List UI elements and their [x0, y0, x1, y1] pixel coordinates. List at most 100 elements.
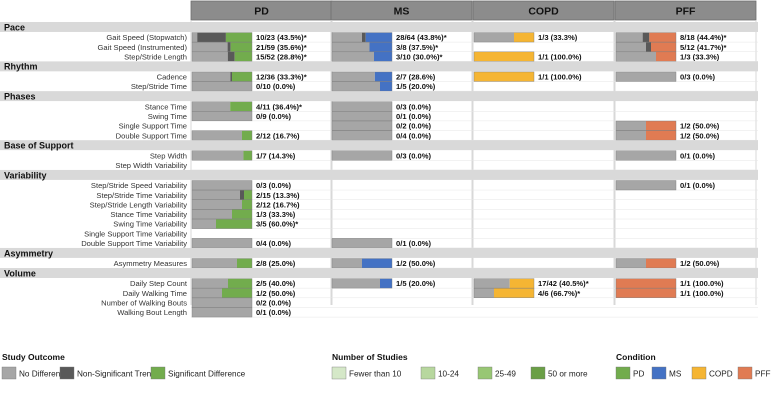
cell-value-label: 4/6 (66.7%)*	[538, 289, 580, 298]
bar-outline	[191, 111, 253, 122]
legend-condition-label: MS	[669, 370, 682, 379]
row-label: Step/Stride Time	[131, 82, 187, 91]
cell-value-label: 0/3 (0.0%)	[396, 151, 432, 160]
legend-studies-swatch	[530, 366, 546, 380]
category-label: Base of Support	[4, 141, 74, 151]
bar-significant	[225, 32, 252, 43]
row-label: Asymmetry Measures	[114, 259, 188, 268]
legend-studies-swatch	[477, 366, 493, 380]
cell-value-label: 2/5 (40.0%)	[256, 279, 296, 288]
cell-value-label: 0/1 (0.0%)	[680, 151, 716, 160]
cell-value-label: 3/10 (30.0%)*	[396, 52, 442, 61]
bar-outline	[473, 32, 535, 43]
cell-value-label: 1/1 (100.0%)	[538, 73, 582, 82]
category-band	[0, 169, 758, 180]
legend-condition-label: PFF	[755, 370, 770, 379]
bar-significant	[369, 42, 392, 52]
bar-non-significant	[240, 190, 244, 200]
column-header-pff	[614, 0, 757, 21]
cell-value-label: 8/18 (44.4%)*	[680, 33, 726, 42]
cell-value-label: 0/10 (0.0%)	[256, 82, 296, 91]
column-header-label: PD	[254, 6, 269, 18]
bar-outline	[331, 238, 393, 249]
bar-significant	[380, 278, 392, 289]
cell-value-label: 2/7 (28.6%)	[396, 73, 436, 82]
category-label: Pace	[4, 22, 25, 32]
bar-significant	[222, 288, 252, 298]
bar-outline	[331, 130, 393, 141]
bar-non-significant	[227, 42, 231, 52]
legend-outcome-label: Significant Difference	[168, 370, 246, 379]
bar-no-difference	[474, 32, 514, 43]
cell-value-label: 1/1 (100.0%)	[538, 52, 582, 61]
row-label: Gait Speed (Stopwatch)	[106, 33, 187, 42]
column-header-ms	[330, 0, 473, 21]
bar-outline	[615, 71, 677, 82]
bar-non-significant	[227, 51, 235, 62]
category-label: Asymmetry	[4, 248, 53, 258]
bar-outline	[191, 130, 253, 141]
cell-value-label: 0/3 (0.0%)	[680, 73, 716, 82]
bar-no-difference	[616, 121, 646, 131]
category-band	[0, 140, 758, 151]
cell-value-label: 1/1 (100.0%)	[680, 289, 724, 298]
bar-significant	[616, 278, 676, 289]
category-band	[0, 268, 758, 278]
bar-significant	[232, 71, 252, 82]
bar-significant	[509, 278, 534, 289]
bar-no-difference	[192, 278, 228, 289]
cell-value-label: 2/8 (25.0%)	[256, 259, 296, 268]
bar-significant	[474, 51, 534, 62]
cell-value-label: 10/23 (43.5%)*	[256, 33, 307, 42]
cell-value-label: 28/64 (43.8%)*	[396, 33, 447, 42]
legend-studies-swatch	[331, 366, 347, 380]
bar-outline	[191, 258, 253, 269]
row-label: Step/Stride Speed Variability	[91, 181, 187, 190]
cell-value-label: 1/2 (50.0%)	[680, 131, 720, 140]
bar-outline	[191, 218, 253, 229]
cell-value-label: 1/3 (33.3%)	[256, 210, 296, 219]
cell-value-label: 0/1 (0.0%)	[256, 308, 292, 317]
row-label: Double Support Time	[116, 131, 187, 140]
cell-value-label: 1/1 (100.0%)	[680, 279, 724, 288]
bar-no-difference	[616, 51, 656, 62]
row-label: Cadence	[157, 73, 187, 82]
cell-value-label: 4/11 (36.4%)*	[256, 102, 302, 111]
bar-outline	[615, 130, 677, 141]
cell-value-label: 2/15 (13.3%)	[256, 191, 300, 200]
cell-value-label: 5/12 (41.7%)*	[680, 43, 726, 52]
bar-no-difference	[192, 81, 252, 92]
bar-significant	[232, 209, 252, 219]
cell-value-label: 0/1 (0.0%)	[396, 112, 432, 121]
bar-no-difference	[616, 258, 646, 268]
category-label: Phases	[4, 91, 36, 101]
bar-outline	[191, 51, 253, 62]
bar-outline	[615, 150, 677, 161]
bar-no-difference	[192, 71, 231, 82]
bar-no-difference	[332, 81, 380, 92]
category-label: Rhythm	[4, 62, 38, 72]
category-label: Variability	[4, 170, 47, 180]
bar-no-difference	[332, 150, 392, 161]
row-label: Number of Walking Bouts	[101, 299, 187, 308]
cell-value-label: 0/2 (0.0%)	[256, 299, 292, 308]
cell-value-label: 21/59 (35.6%)*	[256, 43, 307, 52]
bar-significant	[656, 51, 676, 62]
legend-condition-swatch	[651, 366, 667, 380]
bar-significant	[228, 278, 252, 289]
bar-significant	[230, 42, 252, 52]
legend-condition-swatch	[615, 366, 631, 380]
cell-value-label: 0/4 (0.0%)	[256, 239, 292, 248]
legend-condition-title: Condition	[616, 352, 656, 362]
bar-no-difference	[332, 101, 392, 112]
category-band	[0, 247, 758, 258]
bar-significant	[243, 150, 252, 161]
cell-value-label: 12/36 (33.3%)*	[256, 73, 307, 82]
row-label: Step Width	[150, 151, 187, 160]
bar-no-difference	[332, 130, 392, 141]
row-label: Daily Step Count	[130, 279, 188, 288]
bar-no-difference	[192, 307, 252, 318]
bar-outline	[331, 278, 393, 289]
row-label: Stance Time	[145, 102, 187, 111]
